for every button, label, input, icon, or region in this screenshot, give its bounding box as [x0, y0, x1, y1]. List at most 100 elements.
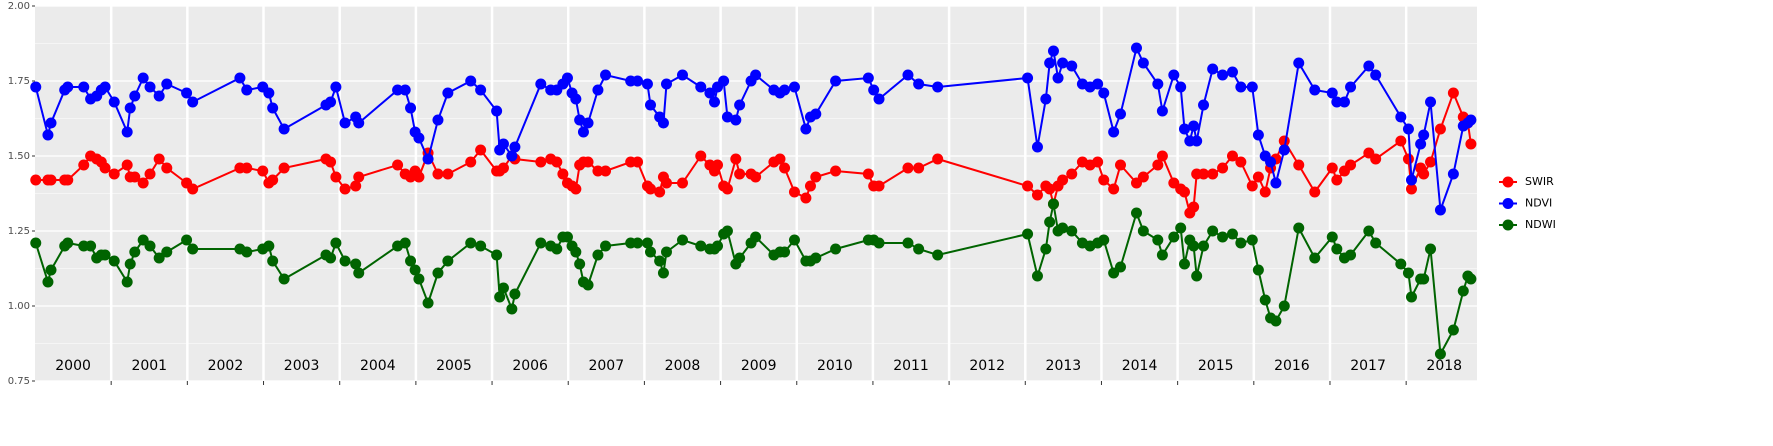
point — [1326, 162, 1338, 174]
point — [509, 288, 521, 300]
point — [1031, 189, 1043, 201]
point — [161, 162, 173, 174]
point — [1293, 159, 1305, 171]
point — [1188, 201, 1200, 213]
point — [1252, 264, 1264, 276]
point — [1465, 138, 1477, 150]
point — [187, 96, 199, 108]
point — [234, 72, 246, 84]
point — [582, 279, 594, 291]
point — [30, 81, 42, 93]
point — [278, 123, 290, 135]
point — [779, 246, 791, 258]
point — [129, 90, 141, 102]
point — [1178, 186, 1190, 198]
point — [1198, 240, 1210, 252]
point — [506, 303, 518, 315]
point — [187, 243, 199, 255]
point — [1465, 114, 1477, 126]
point — [788, 234, 800, 246]
point — [1175, 222, 1187, 234]
point — [1040, 243, 1052, 255]
legend-label: SWIR — [1525, 175, 1554, 188]
point — [570, 93, 582, 105]
point — [830, 75, 842, 87]
point — [1345, 159, 1357, 171]
point — [644, 99, 656, 111]
point — [873, 93, 885, 105]
point — [465, 237, 477, 249]
point — [1047, 45, 1059, 57]
point — [660, 78, 672, 90]
point — [1152, 78, 1164, 90]
point — [99, 81, 111, 93]
point — [800, 192, 812, 204]
y-tick-label: 1.75 — [8, 76, 30, 87]
point — [353, 171, 365, 183]
point — [263, 87, 275, 99]
point — [1217, 69, 1229, 81]
year-label: 2015 — [1198, 358, 1234, 374]
point — [1022, 180, 1034, 192]
point — [392, 159, 404, 171]
point — [491, 249, 503, 261]
point — [1246, 81, 1258, 93]
point — [353, 117, 365, 129]
point — [1044, 57, 1056, 69]
point — [1252, 171, 1264, 183]
point — [695, 150, 707, 162]
year-label: 2006 — [512, 358, 548, 374]
point — [1044, 216, 1056, 228]
point — [654, 186, 666, 198]
point — [1191, 135, 1203, 147]
point — [129, 246, 141, 258]
point — [392, 84, 404, 96]
point — [1207, 168, 1219, 180]
point — [330, 171, 342, 183]
point — [1098, 87, 1110, 99]
point — [913, 78, 925, 90]
point — [1188, 120, 1200, 132]
point — [42, 276, 54, 288]
point — [267, 102, 279, 114]
point — [1363, 60, 1375, 72]
point — [1246, 234, 1258, 246]
point — [405, 102, 417, 114]
year-label: 2017 — [1350, 358, 1386, 374]
point — [1326, 231, 1338, 243]
legend-marker — [1502, 198, 1514, 209]
point — [475, 144, 487, 156]
point — [257, 165, 269, 177]
point — [695, 240, 707, 252]
point — [350, 180, 362, 192]
point — [1331, 96, 1343, 108]
point — [1259, 186, 1271, 198]
point — [1405, 174, 1417, 186]
point — [405, 255, 417, 267]
point — [1457, 285, 1469, 297]
point — [432, 168, 444, 180]
point — [1309, 252, 1321, 264]
point — [85, 240, 97, 252]
point — [465, 156, 477, 168]
point — [422, 153, 434, 165]
year-label: 2002 — [208, 358, 244, 374]
point — [632, 237, 644, 249]
year-label: 2011 — [893, 358, 929, 374]
point — [1031, 141, 1043, 153]
point — [804, 180, 816, 192]
point — [1114, 159, 1126, 171]
point — [718, 75, 730, 87]
point — [1278, 300, 1290, 312]
point — [78, 159, 90, 171]
point — [353, 267, 365, 279]
point — [730, 114, 742, 126]
point — [577, 126, 589, 138]
point — [1370, 237, 1382, 249]
point — [1363, 225, 1375, 237]
point — [774, 153, 786, 165]
point — [862, 168, 874, 180]
point — [330, 237, 342, 249]
point — [1402, 153, 1414, 165]
point — [1114, 261, 1126, 273]
